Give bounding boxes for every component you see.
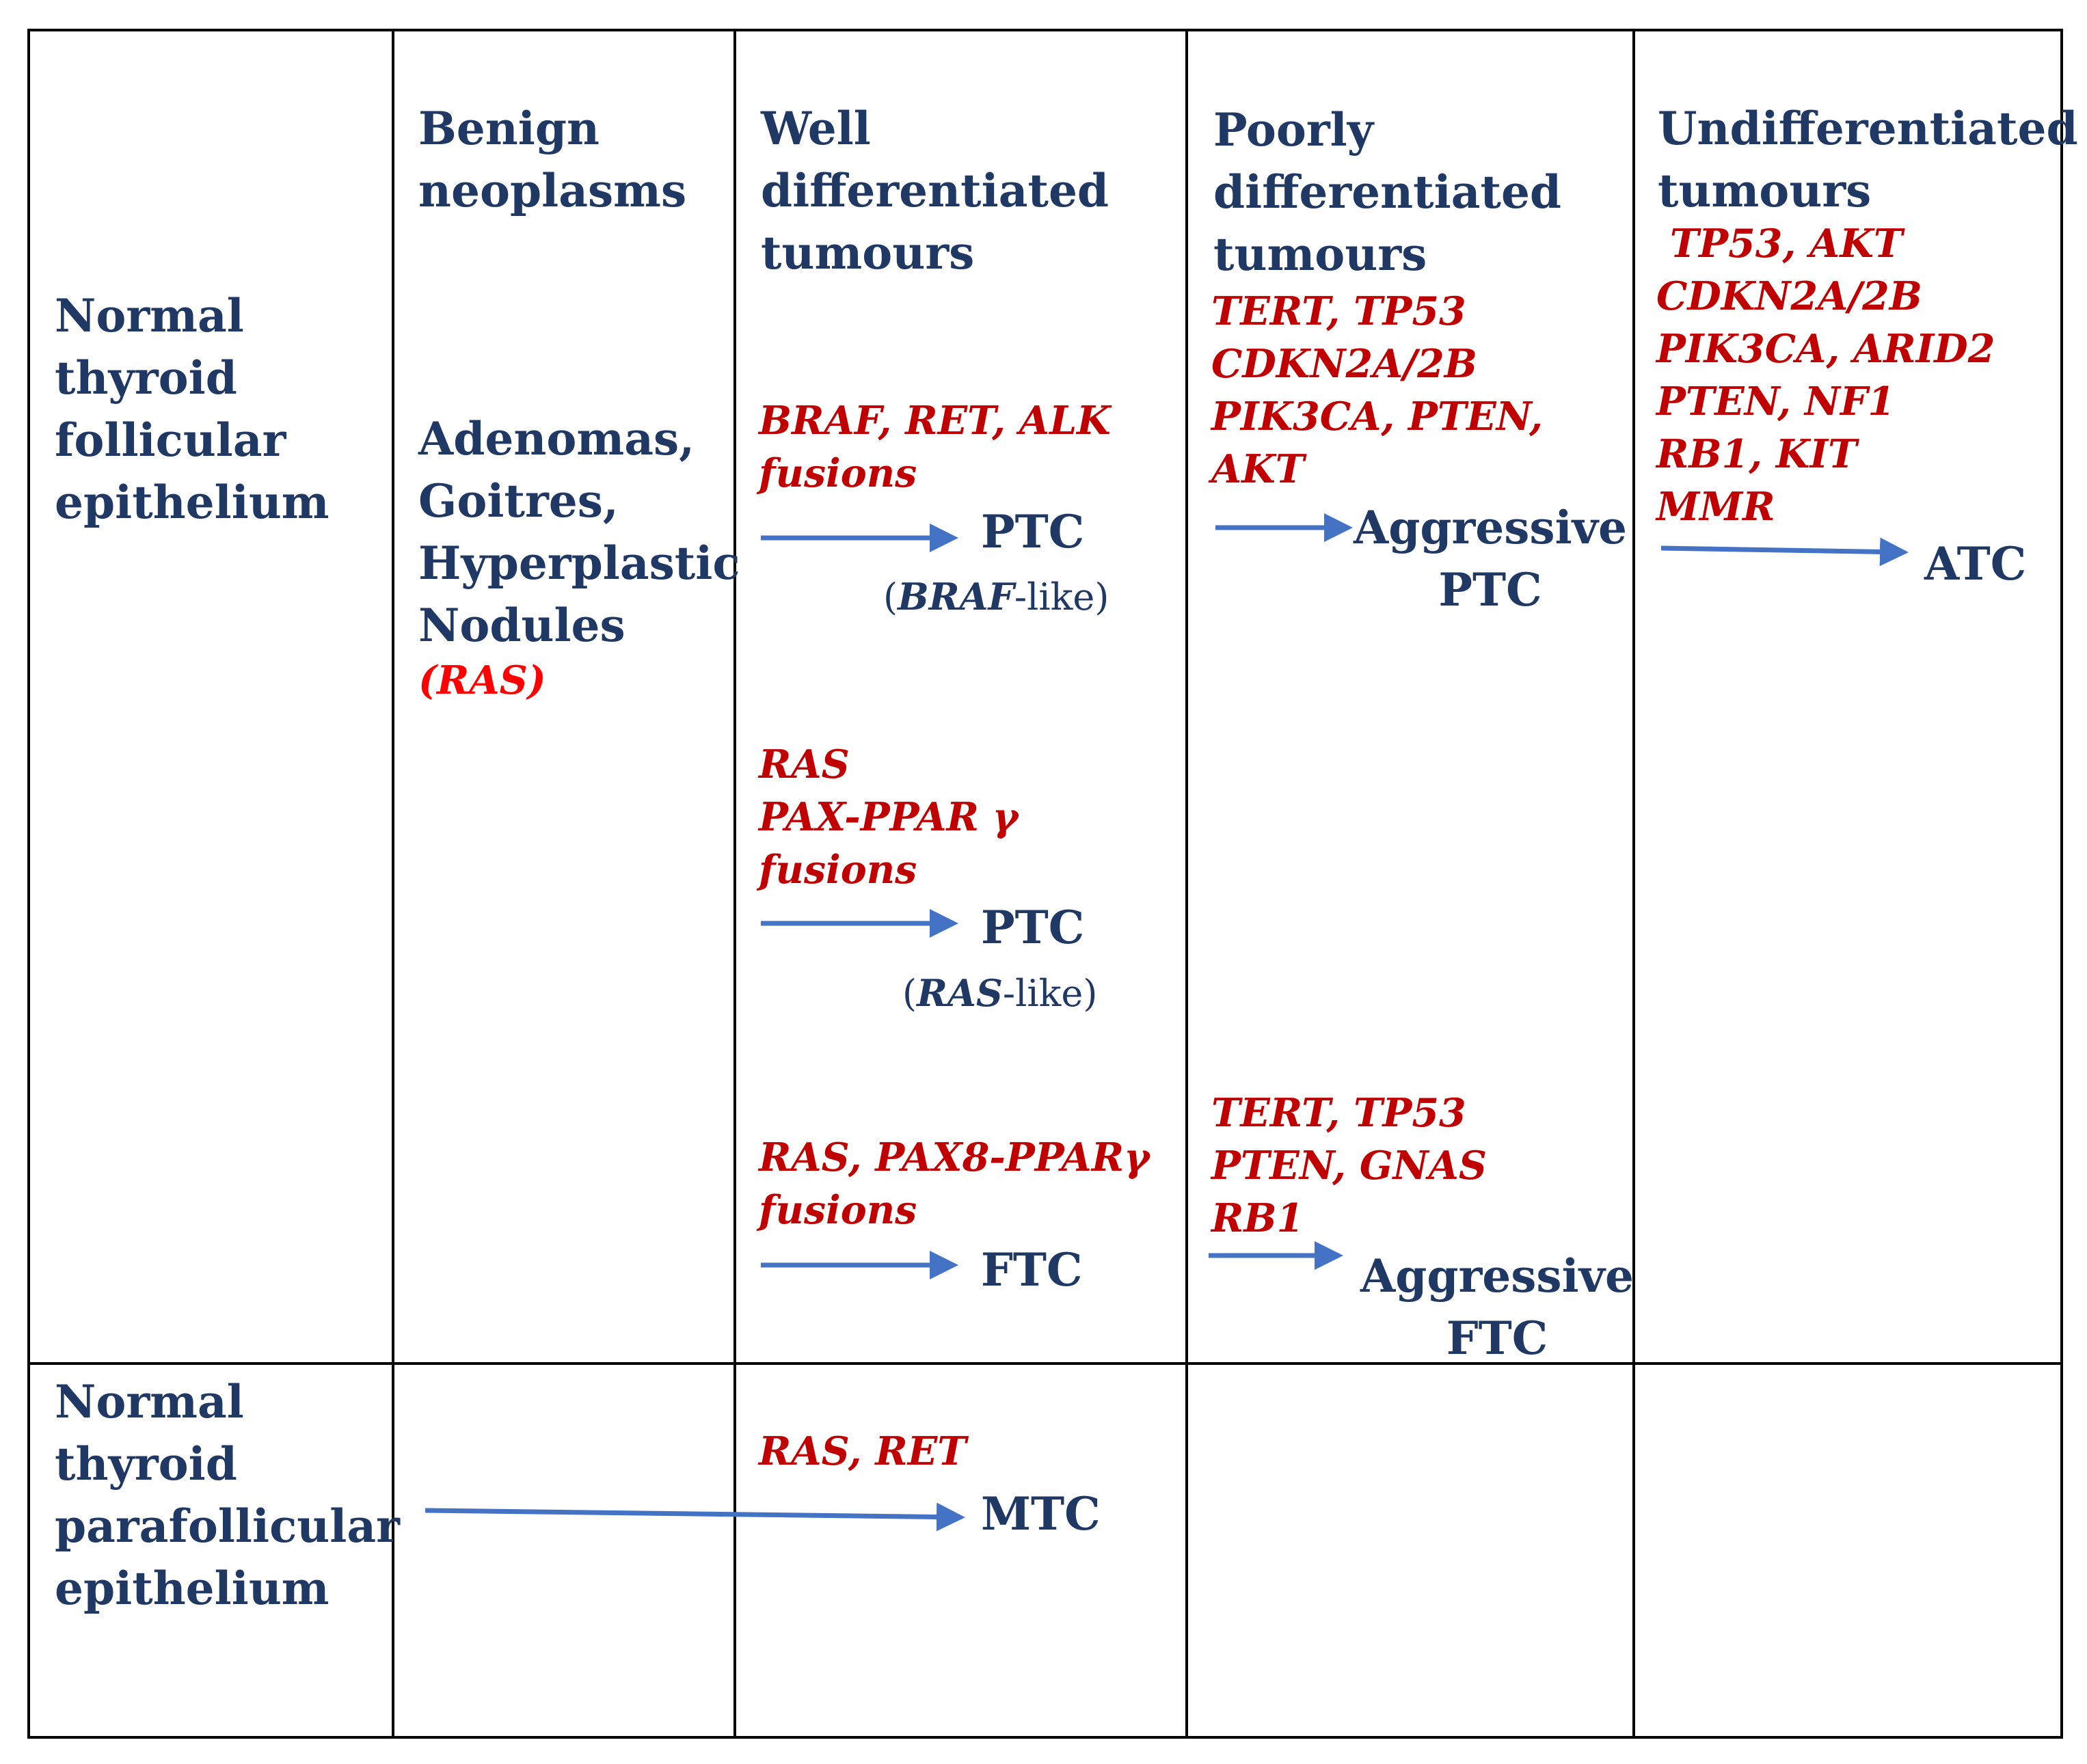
poor-pathway-2-outcome: Aggressive FTC [1360,1249,1634,1365]
well-pathway-2-genes: RAS PAX-PPAR γ fusions [759,742,1019,893]
benign-gene-ras: (RAS) [418,657,546,703]
arrow-undiff [1660,537,1909,567]
well-pathway-2-outcome: PTC [981,901,1085,954]
subtype-suffix: -like [1002,972,1083,1015]
table-border-top [27,29,2063,31]
column-divider-1 [392,29,394,1739]
column-divider-3 [1185,29,1188,1739]
well-pathway-3-genes: RAS, PAX8-PPARγ fusions [759,1135,1150,1233]
table-border-right [2060,29,2063,1739]
header-well-differentiated: Well differentiated tumours [761,102,1109,280]
row-label-parafollicular: Normal thyroid parafollicular epithelium [55,1375,400,1615]
well-pathway-1-subtype: (BRAF-like) [883,575,1109,619]
row-label-follicular: Normal thyroid follicular epithelium [55,289,329,529]
poor-pathway-1-genes: TERT, TP53 CDKN2A/2B PIK3CA, PTEN, AKT [1211,288,1544,492]
poor-pathway-1-outcome: Aggressive PTC [1354,501,1627,616]
table-border-bottom [27,1736,2063,1739]
table-border-left [27,29,30,1739]
undiff-pathway-genes: TP53, AKT CDKN2A/2B PIK3CA, ARID2 PTEN, … [1656,221,1995,530]
header-poorly-differentiated: Poorly differentiated tumours [1213,103,1562,281]
well-pathway-2-subtype: (RAS-like) [902,971,1098,1015]
header-undifferentiated: Undifferentiated tumours [1658,102,2078,217]
undiff-pathway-outcome: ATC [1924,537,2027,591]
header-benign-neoplasms: Benign neoplasms [418,102,687,217]
row-divider [27,1362,2063,1365]
medullary-pathway-genes: RAS, RET [759,1428,967,1474]
subtype-suffix: -like [1014,575,1095,619]
column-divider-4 [1632,29,1635,1739]
arrow-medullary [425,1502,965,1532]
benign-lesions: Adenomas, Goitres, Hyperplastic Nodules [418,412,740,652]
well-pathway-3-outcome: FTC [981,1243,1083,1297]
well-pathway-1-outcome: PTC [981,505,1085,558]
subtype-gene: BRAF [898,575,1014,619]
well-pathway-1-genes: BRAF, RET, ALK fusions [759,398,1111,496]
subtype-gene: RAS [917,971,1003,1015]
poor-pathway-2-genes: TERT, TP53 PTEN, GNAS RB1 [1211,1090,1487,1241]
column-divider-2 [733,29,736,1739]
medullary-pathway-outcome: MTC [981,1487,1101,1541]
